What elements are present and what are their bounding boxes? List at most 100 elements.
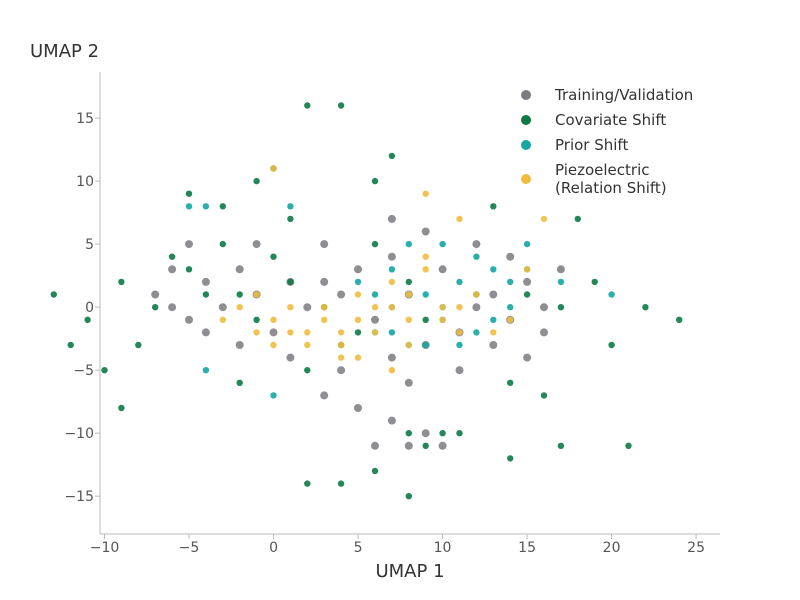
data-point	[490, 203, 497, 210]
data-point	[456, 278, 463, 286]
data-point	[473, 253, 480, 260]
data-point	[438, 441, 447, 450]
data-point	[642, 304, 649, 311]
data-point	[422, 253, 429, 260]
y-tick-label: −15	[64, 489, 94, 505]
data-point	[422, 266, 429, 273]
data-point	[185, 266, 193, 273]
data-point	[219, 203, 226, 210]
data-point	[388, 152, 396, 160]
data-point	[405, 240, 412, 248]
data-point	[337, 366, 346, 375]
data-point	[371, 177, 379, 185]
data-point	[151, 290, 160, 299]
data-point	[556, 265, 565, 274]
data-point	[354, 329, 362, 336]
x-tick-label: 0	[269, 540, 278, 556]
legend: Training/Validation Covariate Shift Prior …	[521, 86, 693, 197]
data-point	[472, 240, 481, 249]
x-tick-label: 15	[518, 540, 536, 556]
data-point	[422, 316, 429, 323]
data-point	[625, 442, 632, 449]
data-point	[540, 392, 548, 399]
data-point	[152, 304, 159, 311]
data-point	[455, 366, 464, 375]
data-point	[337, 480, 345, 487]
data-point	[304, 329, 311, 336]
x-tick-label: 20	[603, 540, 621, 556]
data-point	[50, 291, 57, 298]
data-point	[472, 303, 481, 312]
data-point	[270, 392, 277, 399]
data-point	[185, 190, 193, 197]
data-point	[388, 329, 396, 336]
y-tick-label: 10	[76, 174, 94, 190]
data-point	[270, 316, 277, 323]
data-point	[422, 190, 429, 197]
data-point	[387, 416, 396, 425]
data-point	[201, 328, 210, 337]
data-point	[101, 367, 108, 374]
data-point	[387, 214, 396, 223]
data-point	[236, 379, 243, 386]
data-point	[304, 480, 311, 487]
data-point	[405, 493, 412, 500]
data-point	[523, 240, 531, 248]
data-point	[405, 316, 412, 323]
data-point	[219, 316, 226, 323]
data-point	[253, 316, 260, 323]
data-point	[337, 290, 346, 299]
data-point	[270, 165, 277, 172]
x-tick-label: 25	[687, 540, 705, 556]
data-point	[523, 266, 531, 273]
data-point	[523, 291, 531, 298]
legend-marker	[521, 90, 531, 100]
data-point	[253, 329, 260, 336]
y-tick-label: −10	[64, 426, 94, 442]
legend-label: Piezoelectric (Relation Shift)	[555, 161, 667, 197]
data-point	[235, 341, 244, 349]
data-point	[523, 353, 532, 362]
series-1	[50, 102, 683, 500]
data-point	[287, 304, 294, 311]
data-point	[422, 291, 429, 298]
data-point	[253, 291, 260, 298]
data-point	[168, 303, 177, 312]
data-point	[439, 316, 446, 323]
data-point	[67, 341, 74, 349]
data-point	[287, 215, 294, 223]
data-point	[219, 240, 226, 248]
data-point	[404, 378, 413, 387]
y-tick-label: 15	[76, 111, 94, 127]
data-point	[421, 429, 430, 438]
data-point	[388, 367, 396, 374]
data-point	[557, 442, 565, 449]
data-point	[439, 430, 446, 437]
data-point	[320, 277, 329, 286]
data-point	[490, 266, 497, 273]
data-point	[473, 291, 480, 298]
data-point	[84, 316, 91, 323]
data-point	[439, 240, 446, 248]
legend-label: Covariate Shift	[555, 111, 666, 129]
series-3	[219, 165, 548, 374]
series-2	[185, 203, 615, 399]
data-point	[676, 316, 683, 323]
data-point	[236, 291, 243, 298]
x-tick-label: 5	[354, 540, 363, 556]
data-point	[371, 240, 379, 248]
data-point	[540, 215, 548, 223]
data-point	[608, 341, 615, 349]
data-point	[270, 341, 277, 349]
legend-marker	[521, 115, 531, 125]
data-point	[507, 455, 514, 462]
data-point	[438, 265, 447, 274]
data-point	[185, 315, 193, 324]
data-point	[507, 304, 514, 311]
data-point	[421, 227, 430, 236]
data-point	[168, 253, 176, 260]
data-point	[591, 278, 598, 286]
data-point	[371, 467, 379, 475]
data-point	[422, 442, 429, 449]
